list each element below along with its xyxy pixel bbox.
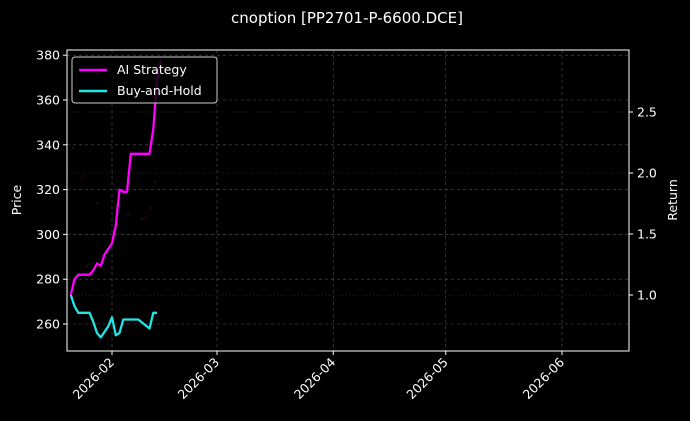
legend: AI Strategy Buy-and-Hold [71, 56, 218, 104]
date-tick-label: 2026-06 [520, 354, 568, 402]
scatter-markers [72, 147, 156, 267]
price-axis: 260 280 300 320 340 360 380 [36, 48, 67, 332]
series-lines [69, 59, 162, 339]
date-tick-label: 2026-02 [70, 355, 118, 403]
return-tick-label: 1.5 [637, 227, 657, 242]
date-axis: 2026-02 2026-03 2026-04 2026-05 2026-06 [70, 351, 568, 403]
series-line-ai-strategy [69, 59, 162, 296]
price-tick-label: 280 [36, 272, 60, 287]
date-tick-label: 2026-04 [291, 354, 339, 402]
price-tick-label: 320 [36, 182, 60, 197]
price-tick-label: 360 [36, 93, 60, 108]
return-tick-label: 2.0 [637, 166, 657, 181]
price-tick-label: 380 [36, 48, 60, 63]
date-tick-label: 2026-03 [175, 355, 223, 403]
legend-label-buy-and-hold: Buy-and-Hold [117, 83, 202, 98]
date-tick-label: 2026-05 [403, 355, 451, 403]
plot-frame [66, 49, 630, 352]
price-tick-label: 260 [36, 317, 60, 332]
return-tick-label: 1.0 [637, 288, 657, 303]
series-line-buy-and-hold [69, 294, 157, 339]
price-tick-label: 340 [36, 137, 60, 152]
legend-label-ai-strategy: AI Strategy [117, 62, 187, 77]
price-tick-label: 300 [36, 227, 60, 242]
return-axis: 1.0 1.5 2.0 2.5 [629, 105, 657, 303]
legend-box [71, 56, 218, 104]
return-tick-label: 2.5 [637, 105, 657, 120]
chart-title: cnoption [PP2701-P-6600.DCE] [231, 9, 463, 27]
return-axis-label: Return [665, 179, 680, 220]
price-axis-label: Price [9, 184, 24, 215]
